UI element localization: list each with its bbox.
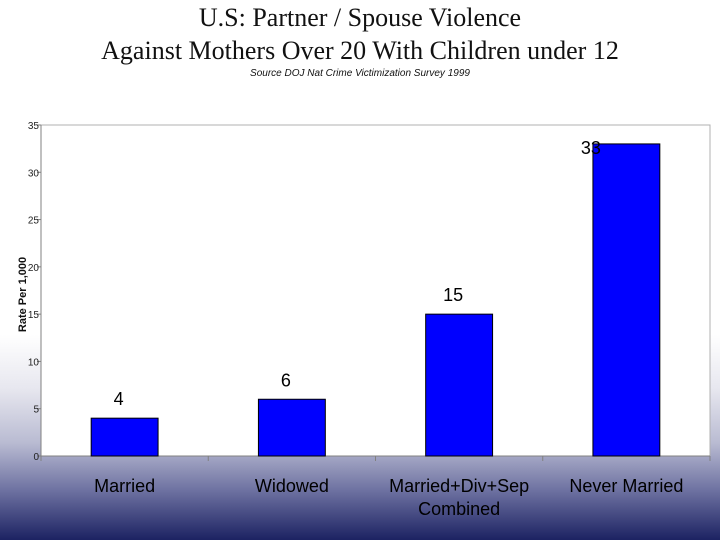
data-label: 6 [281,370,291,390]
y-tick-label: 5 [33,405,39,416]
data-label: 33 [581,138,601,158]
y-tick-label: 30 [28,168,40,179]
x-category-label: Never Married [569,476,683,496]
bar [257,398,326,457]
y-tick-label: 0 [33,452,39,463]
chart-title-line-2: Against Mothers Over 20 With Children un… [101,36,619,65]
x-category-label: Widowed [255,476,329,496]
y-tick-label: 20 [28,263,40,274]
y-tick-label: 10 [28,357,40,368]
chart-subtitle: Source DOJ Nat Crime Victimization Surve… [250,68,470,79]
y-tick-label: 25 [28,216,40,227]
bar [592,143,661,457]
data-label: 15 [443,285,463,305]
x-category-label: Married+Div+Sep [389,476,529,496]
y-axis-title: Rate Per 1,000 [17,257,29,332]
bar [90,417,159,457]
y-tick-label: 15 [28,310,40,321]
y-tick-label: 35 [28,121,40,132]
data-label: 4 [114,389,124,409]
bar [425,313,494,457]
chart-title-line-1: U.S: Partner / Spouse Violence [198,3,522,32]
x-category-label: Combined [418,499,500,519]
x-category-label: Married [94,476,155,496]
